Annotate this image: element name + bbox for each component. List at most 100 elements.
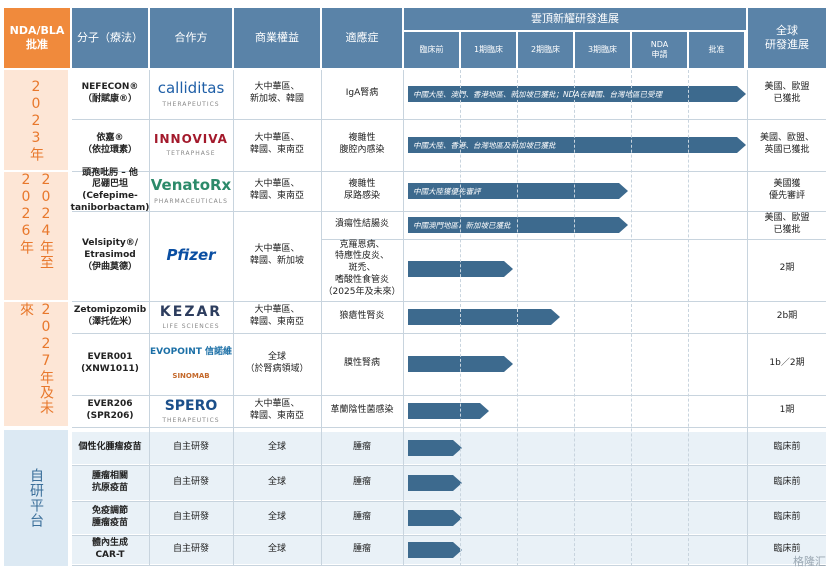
indication-cell: 潰瘍性結腸炎: [334, 219, 389, 230]
partner-logo-sub: THERAPEUTICS: [162, 417, 220, 425]
stage-header: 1期臨床: [461, 32, 516, 68]
progress-bar-tip: [504, 261, 513, 277]
progress-bar: [408, 309, 560, 325]
global-progress-cell: 臨床前: [773, 544, 801, 555]
column-divider: [747, 70, 748, 566]
row-divider: [72, 535, 826, 536]
row-divider: [72, 333, 826, 334]
global-progress-cell: 美國獲 優先審評: [768, 179, 805, 201]
progress-bar: [408, 475, 462, 491]
partner-cell: EVOPOINT 信諾維 SINOMAB: [150, 334, 232, 394]
molecule-name: 個性化腫瘤疫苗: [78, 442, 142, 453]
progress-bar: [408, 440, 462, 456]
partner-cell: 自主研發: [172, 544, 209, 555]
period-2027: 2027年及未來: [4, 302, 68, 426]
rights-cell: 全球: [267, 477, 286, 488]
indication-cell: 腫瘤: [352, 442, 371, 453]
progress-bar-tip: [480, 403, 489, 419]
global-progress-cell: 臨床前: [773, 442, 801, 453]
progress-bar-body: [408, 475, 453, 491]
indication-cell: 複雜性 腹腔內感染: [339, 133, 385, 155]
global-progress-cell: 臨床前: [773, 477, 801, 488]
progress-bar-body: [408, 440, 453, 456]
progress-bar-tip: [619, 217, 628, 233]
partner-logo-sub: SINOMAB: [172, 372, 210, 381]
rights-cell: 全球 （於腎病領域）: [245, 352, 309, 374]
global-progress-cell: 臨床前: [773, 512, 801, 523]
row-divider: [72, 427, 826, 428]
molecule-name: 頭孢吡肟 – 他 尼硼巴坦 (Cefepime- taniborbactam): [70, 167, 150, 213]
progress-bar: [408, 356, 513, 372]
period-inhouse: 自研平台: [4, 430, 68, 566]
progress-bar-body: [408, 309, 551, 325]
header-molecule: 分子（療法）: [72, 8, 148, 68]
global-progress-cell: 2期: [779, 263, 795, 274]
progress-bar-tip: [453, 475, 462, 491]
stage-divider: [517, 70, 518, 566]
period-2024-2026: 2024年至2026年: [4, 172, 68, 300]
progress-bar-body: [408, 403, 480, 419]
progress-bar: [408, 403, 489, 419]
stage-divider: [460, 70, 461, 566]
rights-cell: 全球: [267, 544, 286, 555]
rights-cell: 大中華區、 韓國、新加坡: [249, 244, 304, 266]
progress-bar-body: [408, 86, 737, 102]
partner-logo-sub: LIFE SCIENCES: [162, 323, 220, 331]
period-2023: 2023年: [4, 70, 68, 170]
stage-divider: [688, 70, 689, 566]
row-divider: [72, 211, 826, 212]
progress-bar-body: [408, 137, 737, 153]
progress-bar: 中國大陸獲優先審評: [408, 183, 628, 199]
global-progress-cell: 美國、歐盟 已獲批: [764, 213, 810, 235]
progress-bar-tip: [453, 510, 462, 526]
partner-logo: EVOPOINT 信諾維: [150, 346, 233, 357]
partner-cell: 自主研發: [172, 477, 209, 488]
molecule-name: NEFECON® （耐賦康®）: [81, 82, 139, 104]
progress-bar: [408, 542, 462, 558]
indication-cell: 腫瘤: [352, 544, 371, 555]
partner-cell: SPERO THERAPEUTICS: [150, 396, 232, 426]
header-progress-group: 雲頂新耀研發進展: [404, 8, 746, 30]
indication-cell: 複雜性 尿路感染: [343, 179, 380, 201]
partner-cell: VenatoRx PHARMACEUTICALS: [150, 172, 232, 210]
indication-cell: 膜性腎病: [343, 358, 380, 369]
progress-bar-tip: [551, 309, 560, 325]
progress-bar-tip: [619, 183, 628, 199]
rights-cell: 大中華區、 韓國、東南亞: [249, 179, 304, 201]
partner-cell: KEZAR LIFE SCIENCES: [150, 302, 232, 332]
molecule-name: 腫瘤相關 抗原疫苗: [91, 471, 128, 493]
indication-cell: 克羅恩病、 特應性皮炎、 斑禿、 嗜酸性食管炎 （2025年及未來）: [323, 239, 401, 297]
progress-bar-tip: [453, 440, 462, 456]
progress-bar-body: [408, 510, 453, 526]
molecule-name: 免疫調節 腫瘤疫苗: [91, 506, 128, 528]
row-divider: [72, 301, 826, 302]
progress-bar-tip: [737, 137, 746, 153]
header-approval: NDA/BLA 批准: [4, 8, 70, 68]
row-divider: [72, 565, 826, 566]
partner-cell: INNOVIVA TETRAPHASE: [150, 120, 232, 170]
rights-cell: 大中華區、 韓國、東南亞: [249, 399, 304, 421]
header-rights: 商業權益: [234, 8, 320, 68]
stage-divider: [574, 70, 575, 566]
progress-bar: [408, 261, 513, 277]
progress-bar: 中國大陸、香港、台灣地區及新加坡已獲批: [408, 137, 746, 153]
global-progress-cell: 美國、歐盟、 英國已獲批: [759, 133, 814, 155]
partner-cell: 自主研發: [172, 512, 209, 523]
stage-header: 3期臨床: [575, 32, 630, 68]
progress-bar: [408, 510, 462, 526]
molecule-name: 體內生成 CAR-T: [91, 538, 128, 560]
progress-bar-body: [408, 356, 504, 372]
progress-bar-label: 中國大陸、澳門、香港地區、新加坡已獲批；NDA在韓國、台灣地區已受理: [413, 89, 663, 99]
molecule-name: Velsipity®/ Etrasimod （伊曲莫德）: [81, 238, 139, 272]
row-divider: [72, 171, 826, 172]
progress-bar-body: [408, 542, 453, 558]
row-divider: [72, 119, 826, 120]
header-global-progress: 全球 研發進展: [748, 8, 826, 68]
progress-bar: 中國澳門地區、新加坡已獲批: [408, 217, 628, 233]
indication-cell: IgA腎病: [345, 88, 379, 99]
indication-cell: 腫瘤: [352, 512, 371, 523]
indication-cell: 革蘭陰性菌感染: [330, 405, 394, 416]
rights-cell: 大中華區、 韓國、東南亞: [249, 133, 304, 155]
partner-logo: VenatoRx: [150, 176, 232, 195]
